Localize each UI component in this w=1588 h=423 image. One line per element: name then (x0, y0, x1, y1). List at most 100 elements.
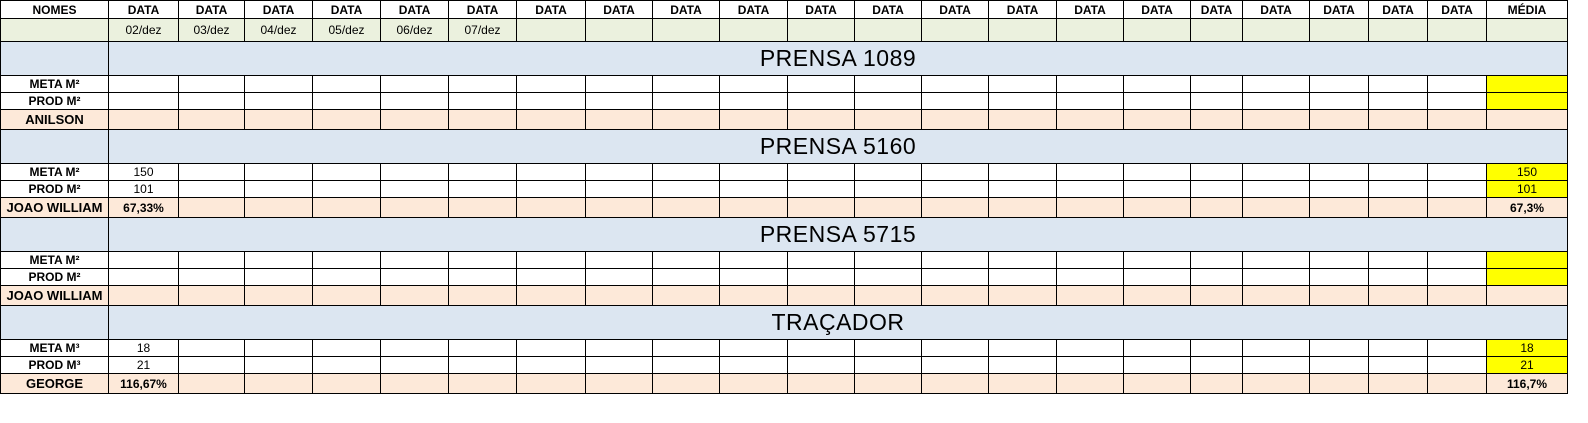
meta-value-cell[interactable] (244, 75, 313, 93)
prod-value-cell[interactable] (652, 92, 720, 110)
percent-value-cell[interactable] (312, 109, 381, 130)
meta-value-cell[interactable] (921, 339, 989, 357)
percent-value-cell[interactable] (652, 109, 720, 130)
percent-value-cell[interactable] (448, 285, 517, 306)
meta-value-cell[interactable] (312, 163, 381, 181)
date-header-cell[interactable]: DATA (1056, 0, 1124, 19)
percent-value-cell[interactable] (921, 197, 989, 218)
prod-value-cell[interactable] (719, 356, 788, 374)
percent-value-cell[interactable] (1427, 197, 1487, 218)
prod-value-cell[interactable] (244, 268, 313, 286)
meta-average-cell[interactable] (1486, 75, 1568, 93)
prod-value-cell[interactable] (178, 356, 245, 374)
percent-value-cell[interactable] (854, 373, 922, 394)
percent-value-cell[interactable] (312, 373, 381, 394)
meta-value-cell[interactable] (1309, 339, 1369, 357)
date-header-cell[interactable]: DATA (1242, 0, 1310, 19)
meta-value-cell[interactable] (1190, 251, 1243, 269)
date-header-cell[interactable]: DATA (1368, 0, 1428, 19)
percent-value-cell[interactable] (1368, 109, 1428, 130)
prod-average-cell[interactable]: 21 (1486, 356, 1568, 374)
meta-value-cell[interactable] (652, 75, 720, 93)
prod-value-cell[interactable] (988, 92, 1057, 110)
percent-value-cell[interactable]: 67,33% (108, 197, 179, 218)
prod-value-cell[interactable] (1123, 268, 1191, 286)
percent-value-cell[interactable] (380, 285, 449, 306)
percent-value-cell[interactable] (1056, 109, 1124, 130)
percent-average-cell[interactable]: 116,7% (1486, 373, 1568, 394)
meta-value-cell[interactable] (1368, 339, 1428, 357)
date-header-cell[interactable]: DATA (516, 0, 586, 19)
prod-value-cell[interactable] (1427, 356, 1487, 374)
meta-value-cell[interactable] (516, 163, 586, 181)
meta-value-cell[interactable] (178, 75, 245, 93)
date-value-cell[interactable] (516, 18, 586, 42)
date-header-cell[interactable]: DATA (719, 0, 788, 19)
meta-value-cell[interactable] (1242, 339, 1310, 357)
prod-value-cell[interactable] (988, 180, 1057, 198)
section-title-blank-cell[interactable] (0, 129, 109, 164)
percent-value-cell[interactable] (1368, 197, 1428, 218)
meta-value-cell[interactable] (1123, 251, 1191, 269)
meta-value-cell[interactable] (719, 339, 788, 357)
prod-value-cell[interactable] (244, 356, 313, 374)
prod-value-cell[interactable] (516, 180, 586, 198)
prod-value-cell[interactable] (516, 268, 586, 286)
meta-label-cell[interactable]: META M² (0, 75, 109, 93)
percent-value-cell[interactable] (787, 285, 855, 306)
percent-value-cell[interactable] (312, 285, 381, 306)
meta-value-cell[interactable] (448, 251, 517, 269)
meta-value-cell[interactable] (312, 75, 381, 93)
meta-value-cell[interactable] (178, 339, 245, 357)
prod-value-cell[interactable] (921, 180, 989, 198)
prod-value-cell[interactable] (1368, 180, 1428, 198)
meta-value-cell[interactable] (854, 75, 922, 93)
prod-value-cell[interactable] (787, 356, 855, 374)
prod-value-cell[interactable] (1242, 356, 1310, 374)
meta-value-cell[interactable] (854, 251, 922, 269)
dates-row-average-cell[interactable] (1486, 18, 1568, 42)
prod-value-cell[interactable] (787, 268, 855, 286)
meta-value-cell[interactable] (1056, 251, 1124, 269)
prod-value-cell[interactable] (312, 92, 381, 110)
date-value-cell[interactable] (1309, 18, 1369, 42)
prod-value-cell[interactable] (719, 92, 788, 110)
prod-value-cell[interactable] (652, 356, 720, 374)
percent-value-cell[interactable] (585, 197, 653, 218)
date-header-cell[interactable]: DATA (988, 0, 1057, 19)
percent-value-cell[interactable] (719, 285, 788, 306)
meta-value-cell[interactable] (921, 251, 989, 269)
percent-average-cell[interactable] (1486, 109, 1568, 130)
meta-value-cell[interactable] (516, 251, 586, 269)
percent-value-cell[interactable] (1242, 285, 1310, 306)
prod-value-cell[interactable] (380, 180, 449, 198)
percent-value-cell[interactable] (787, 109, 855, 130)
prod-value-cell[interactable] (585, 92, 653, 110)
prod-value-cell[interactable] (854, 268, 922, 286)
prod-value-cell[interactable] (1123, 356, 1191, 374)
prod-value-cell[interactable] (1242, 268, 1310, 286)
meta-value-cell[interactable] (1242, 75, 1310, 93)
percent-value-cell[interactable] (1056, 197, 1124, 218)
prod-value-cell[interactable] (1427, 92, 1487, 110)
prod-value-cell[interactable] (1242, 180, 1310, 198)
prod-average-cell[interactable]: 101 (1486, 180, 1568, 198)
date-header-cell[interactable]: DATA (1123, 0, 1191, 19)
prod-label-cell[interactable]: PROD M² (0, 92, 109, 110)
prod-value-cell[interactable] (652, 180, 720, 198)
meta-value-cell[interactable] (1427, 75, 1487, 93)
meta-value-cell[interactable] (585, 75, 653, 93)
date-header-cell[interactable]: DATA (244, 0, 313, 19)
dates-row-label-cell[interactable] (0, 18, 109, 42)
percent-value-cell[interactable] (1190, 197, 1243, 218)
percent-value-cell[interactable] (585, 109, 653, 130)
percent-value-cell[interactable] (108, 285, 179, 306)
meta-value-cell[interactable] (380, 251, 449, 269)
percent-value-cell[interactable] (988, 109, 1057, 130)
percent-average-cell[interactable] (1486, 285, 1568, 306)
percent-value-cell[interactable] (516, 109, 586, 130)
date-value-cell[interactable] (854, 18, 922, 42)
percent-value-cell[interactable] (854, 197, 922, 218)
meta-average-cell[interactable] (1486, 251, 1568, 269)
percent-value-cell[interactable] (380, 197, 449, 218)
